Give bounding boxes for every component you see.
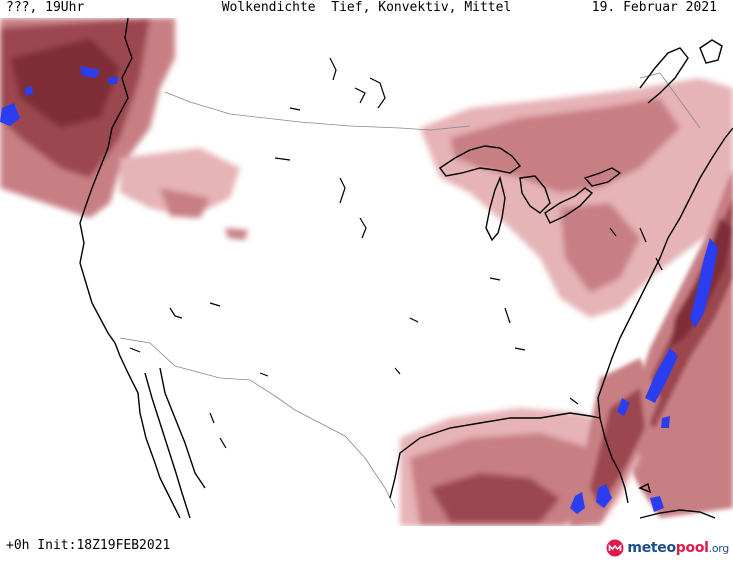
coastlines [79,18,733,519]
border-lines [119,72,701,509]
cloud-region-southeast [570,358,660,526]
cloud-density-map [0,18,733,526]
logo-text-org: .org [708,542,730,555]
high-density-cells [0,66,718,514]
header-location-time: ???, 19Uhr [6,0,85,15]
init-time-label: +0h Init:18Z19FEB2021 [6,538,171,553]
small-lakes [129,57,663,449]
meteopool-logo-icon [606,539,624,557]
cloud-region-northwest [0,18,248,240]
meteopool-logo-text: meteopool.org [627,540,729,556]
cloud-region-northeast [420,78,733,318]
meteopool-logo[interactable]: meteopool.org [606,536,729,560]
logo-text-pool: pool [675,540,709,556]
cloud-layer [0,18,733,526]
map-title: Wolkendichte Tief, Konvektiv, Mittel [221,0,512,15]
logo-text-meteo: meteo [627,540,676,556]
header-date: 19. Februar 2021 [591,0,717,15]
